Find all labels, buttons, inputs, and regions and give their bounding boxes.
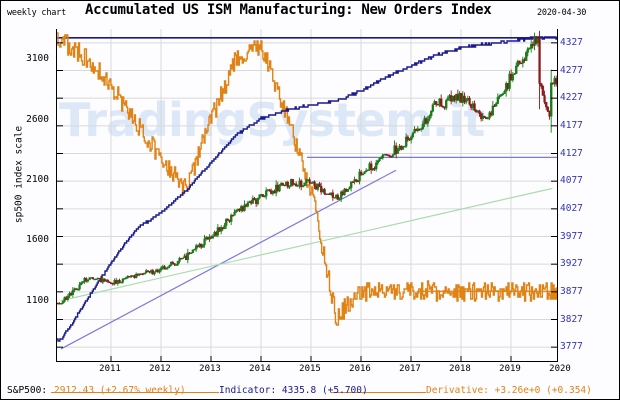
chart-header: weekly chart Accumulated US ISM Manufact… [1, 1, 620, 23]
chart-date: 2020-04-30 [537, 8, 587, 18]
y-axis-right-tick: 3777 [560, 341, 583, 353]
y-axis-left-tick: 1100 [26, 294, 49, 306]
x-axis-tick: 2019 [499, 364, 521, 374]
x-axis-tick: 2014 [249, 364, 271, 374]
chart-type-label: weekly chart [7, 8, 67, 18]
y-axis-right-tick: 3977 [560, 230, 583, 242]
x-axis-tick: 2017 [399, 364, 421, 374]
y-axis-right-tick: 4177 [560, 119, 583, 131]
indicator-value: Indicator: 4335.8 (+5.700) [219, 385, 368, 396]
y-axis-left-tick: 2600 [26, 113, 49, 125]
x-axis-tick: 2012 [149, 364, 171, 374]
y-axis-right-tick: 3827 [560, 313, 583, 325]
x-axis-tick: 2018 [449, 364, 471, 374]
x-axis-tick: 2011 [99, 364, 121, 374]
y-axis-right-tick: 4027 [560, 202, 583, 214]
y-axis-right-tick: 4077 [560, 175, 583, 187]
y-axis-left-tick: 1600 [26, 234, 49, 246]
gridlines [57, 29, 557, 361]
footer-rule-left [51, 392, 219, 393]
y-axis-right-tick: 3877 [560, 285, 583, 297]
sp500-value: 2912.43 (+2.67% weekly) [54, 385, 186, 396]
y-axis-left-tick: 2100 [26, 173, 49, 185]
x-axis-tick: 2016 [349, 364, 371, 374]
chart-svg [57, 29, 557, 361]
y-axis-right-tick: 3927 [560, 258, 583, 270]
footer-rule-mid [331, 392, 426, 393]
plot-area [56, 29, 558, 362]
x-axis-tick: 2020 [549, 364, 571, 374]
y-axis-right-tick: 4127 [560, 147, 583, 159]
y-axis-right-tick: 4277 [560, 64, 583, 76]
series-layer [57, 30, 557, 350]
axis-tick-marks [57, 42, 557, 361]
y-axis-right-tick: 4227 [560, 92, 583, 104]
x-axis-tick: 2013 [199, 364, 221, 374]
x-axis-tick: 2015 [299, 364, 321, 374]
page-title: Accumulated US ISM Manufacturing: New Or… [85, 2, 492, 18]
y-axis-right-tick: 4327 [560, 36, 583, 48]
derivative-value: Derivative: +3.26e+0 (+0.354) [426, 385, 592, 396]
status-bar: S&P500: 2912.43 (+2.67% weekly) Indicato… [1, 382, 620, 399]
y-axis-left-tick: 3100 [26, 53, 49, 65]
sp500-label: S&P500: [7, 385, 48, 396]
